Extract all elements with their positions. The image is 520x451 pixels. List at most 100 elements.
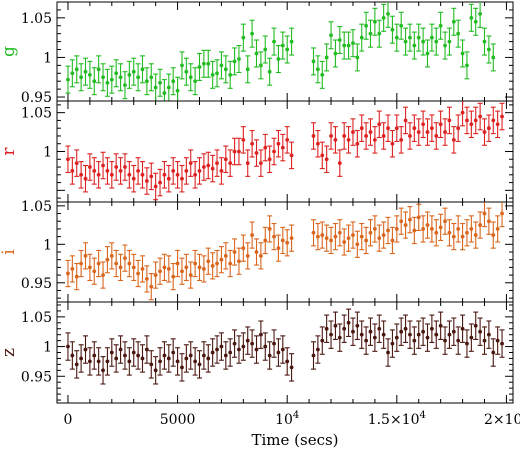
data-point xyxy=(118,75,123,80)
data-point xyxy=(188,273,193,277)
data-point xyxy=(101,273,105,277)
data-point xyxy=(263,344,268,349)
data-point xyxy=(267,157,272,162)
data-point xyxy=(210,350,215,355)
data-point xyxy=(127,359,132,364)
data-point xyxy=(456,338,461,343)
data-point xyxy=(486,126,491,131)
data-point xyxy=(180,63,184,68)
data-point xyxy=(460,51,465,56)
data-point xyxy=(399,137,404,142)
data-point xyxy=(333,323,338,328)
data-point xyxy=(258,253,263,258)
data-point xyxy=(329,134,333,138)
data-point xyxy=(114,71,119,76)
panel-r: 1 1.05 r xyxy=(0,100,514,203)
data-point xyxy=(478,114,483,119)
panel-z: 0.95 1 1.05 z xyxy=(0,301,514,404)
data-point xyxy=(136,353,141,358)
data-point xyxy=(491,118,496,123)
data-point xyxy=(359,234,364,239)
data-point xyxy=(149,284,154,289)
data-point xyxy=(368,230,373,235)
x-tick-label: 5000 xyxy=(160,412,196,428)
data-point xyxy=(403,39,408,44)
data-point xyxy=(201,61,206,66)
data-point xyxy=(254,151,259,155)
data-point xyxy=(351,233,355,237)
y-tick-label: 1.05 xyxy=(21,11,52,27)
data-point xyxy=(482,338,487,343)
data-point xyxy=(408,332,412,337)
data-point xyxy=(254,347,259,352)
data-point xyxy=(193,172,198,177)
data-point xyxy=(118,347,123,352)
data-point xyxy=(206,163,211,168)
data-point xyxy=(443,338,447,343)
data-point xyxy=(228,72,233,77)
data-point xyxy=(381,332,386,337)
data-point xyxy=(320,72,325,77)
data-point xyxy=(324,157,329,162)
data-point xyxy=(311,230,316,235)
data-point xyxy=(92,353,97,358)
data-point xyxy=(87,72,92,77)
panel-frame xyxy=(56,100,514,203)
data-point xyxy=(105,359,110,364)
data-point xyxy=(315,67,320,72)
data-point xyxy=(109,350,114,355)
data-point xyxy=(491,233,496,237)
data-point xyxy=(465,63,469,68)
data-point xyxy=(473,233,478,237)
data-point xyxy=(377,236,382,241)
data-point xyxy=(83,176,88,181)
data-point xyxy=(372,227,377,231)
data-point xyxy=(153,368,158,373)
data-point xyxy=(166,176,171,181)
data-point xyxy=(114,356,119,361)
data-point xyxy=(193,359,198,364)
data-point xyxy=(215,347,219,352)
data-point xyxy=(136,271,141,276)
data-point xyxy=(276,246,281,251)
data-point xyxy=(66,271,70,276)
data-point xyxy=(188,353,193,358)
data-point xyxy=(206,61,211,66)
data-point xyxy=(280,145,285,150)
data-point xyxy=(197,65,202,69)
data-point xyxy=(127,72,132,77)
data-point xyxy=(355,55,360,60)
data-point xyxy=(399,23,404,28)
data-point xyxy=(500,341,504,346)
data-point xyxy=(324,326,329,331)
data-point xyxy=(232,59,237,64)
data-point xyxy=(74,161,79,166)
panel-i: 0.95 1 1.05 i xyxy=(0,199,514,303)
data-point xyxy=(74,274,79,279)
data-point xyxy=(421,122,426,127)
data-point xyxy=(158,80,162,85)
data-point xyxy=(351,41,355,46)
data-point xyxy=(280,238,285,243)
data-point xyxy=(232,250,237,254)
data-point xyxy=(315,347,320,352)
data-point xyxy=(412,338,417,343)
data-point xyxy=(171,274,176,279)
data-point xyxy=(70,267,75,271)
data-point xyxy=(359,126,364,131)
data-point xyxy=(478,329,483,334)
data-point xyxy=(372,335,377,340)
data-point xyxy=(228,350,233,355)
y-tick-label: 1 xyxy=(43,237,52,253)
data-point xyxy=(144,179,149,183)
data-point xyxy=(421,227,426,231)
data-point xyxy=(324,55,329,60)
data-point xyxy=(486,219,491,224)
data-point xyxy=(263,238,268,243)
data-point xyxy=(245,253,250,258)
data-point xyxy=(66,157,70,162)
data-point xyxy=(109,253,114,258)
data-point xyxy=(149,174,154,179)
data-point xyxy=(131,265,136,270)
data-point xyxy=(180,269,184,274)
